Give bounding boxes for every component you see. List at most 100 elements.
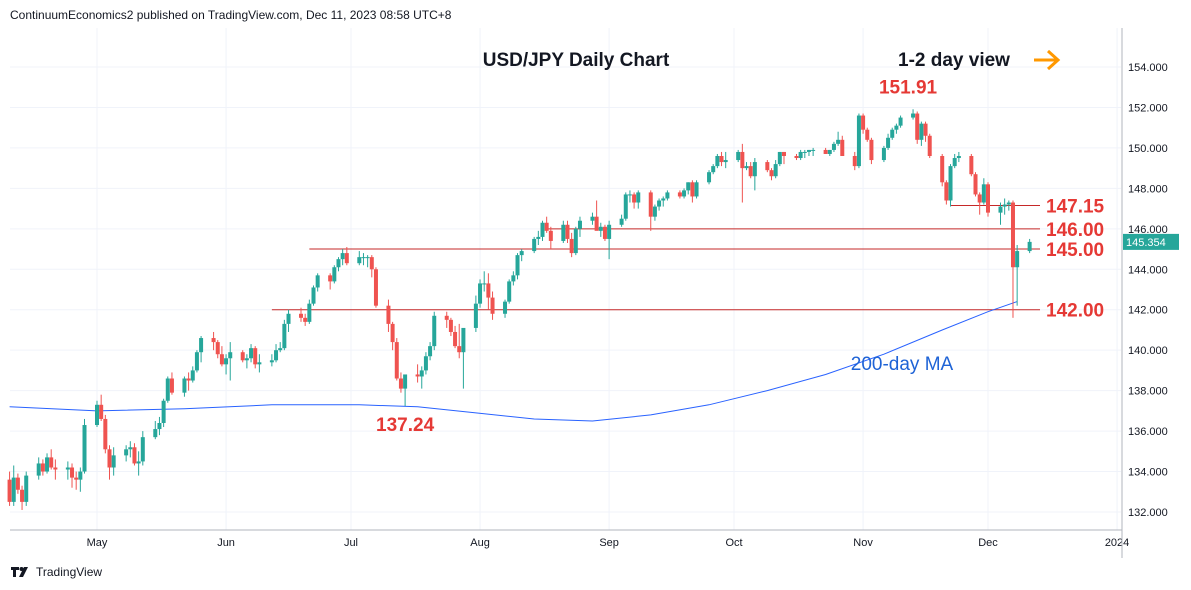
candle[interactable] [124, 445, 129, 462]
candle[interactable] [74, 471, 79, 490]
candle[interactable] [573, 226, 578, 256]
candle[interactable] [215, 340, 220, 359]
candle[interactable] [598, 222, 603, 237]
candle[interactable] [373, 267, 378, 308]
candle[interactable] [40, 459, 45, 476]
candle[interactable] [969, 153, 974, 177]
candle[interactable] [307, 299, 312, 324]
candle[interactable] [95, 400, 99, 428]
candle[interactable] [1002, 198, 1007, 215]
candle[interactable] [898, 115, 903, 128]
candle[interactable] [274, 344, 279, 363]
candle[interactable] [577, 216, 582, 237]
candle[interactable] [78, 467, 83, 492]
candle[interactable] [394, 338, 399, 381]
candle[interactable] [511, 271, 516, 286]
candle[interactable] [415, 364, 420, 383]
candle[interactable] [831, 141, 836, 152]
candle[interactable] [503, 299, 508, 318]
candle[interactable] [986, 182, 990, 217]
candle[interactable] [590, 212, 595, 225]
candle[interactable] [136, 451, 141, 476]
candle[interactable] [257, 354, 262, 373]
candle[interactable] [565, 220, 570, 243]
candle[interactable] [82, 418, 87, 474]
candle[interactable] [627, 190, 632, 203]
candle[interactable] [140, 431, 145, 466]
candle[interactable] [357, 251, 362, 266]
candle[interactable] [1006, 200, 1011, 211]
candle[interactable] [532, 236, 537, 254]
candle[interactable] [24, 471, 29, 506]
candle[interactable] [536, 230, 541, 245]
candle[interactable] [186, 372, 191, 391]
candle[interactable] [482, 271, 487, 292]
candle[interactable] [911, 109, 916, 120]
candle[interactable] [311, 285, 316, 306]
candle[interactable] [665, 190, 670, 201]
candle[interactable] [36, 457, 41, 480]
candle[interactable] [927, 133, 932, 159]
candle[interactable] [515, 253, 520, 280]
candle[interactable] [403, 374, 408, 407]
candle[interactable] [540, 220, 545, 241]
candle[interactable] [453, 325, 458, 349]
candle[interactable] [1015, 245, 1020, 306]
candle[interactable] [694, 180, 699, 199]
candle[interactable] [369, 255, 374, 278]
candle[interactable] [486, 273, 491, 310]
candle[interactable] [190, 366, 195, 383]
candle[interactable] [806, 149, 811, 156]
candle[interactable] [869, 137, 874, 165]
candle[interactable] [740, 143, 745, 203]
candle[interactable] [461, 327, 466, 389]
candle[interactable] [569, 232, 574, 258]
candle[interactable] [956, 151, 961, 163]
candle[interactable] [886, 133, 891, 150]
candle[interactable] [211, 331, 216, 351]
candle[interactable] [544, 216, 549, 233]
candle[interactable] [49, 449, 54, 470]
candle[interactable] [99, 394, 104, 421]
candle[interactable] [282, 319, 287, 351]
candle[interactable] [132, 443, 137, 466]
candle[interactable] [619, 214, 624, 227]
candle[interactable] [249, 344, 254, 363]
candle[interactable] [865, 127, 870, 142]
candle[interactable] [365, 255, 370, 268]
candle[interactable] [852, 151, 857, 171]
candle[interactable] [919, 121, 924, 146]
candle[interactable] [636, 190, 641, 209]
candle[interactable] [686, 182, 691, 195]
candle[interactable] [802, 149, 807, 159]
candle[interactable] [948, 164, 953, 207]
candle[interactable] [623, 192, 628, 221]
candle[interactable] [53, 459, 58, 480]
candle[interactable] [303, 313, 308, 326]
candle[interactable] [519, 249, 524, 262]
candle[interactable] [707, 170, 712, 185]
candle[interactable] [153, 420, 158, 440]
candle[interactable] [219, 346, 224, 367]
candle[interactable] [777, 151, 782, 167]
candle[interactable] [361, 253, 366, 266]
candle[interactable] [386, 299, 391, 332]
candle[interactable] [444, 311, 449, 328]
candle[interactable] [478, 279, 483, 308]
candle[interactable] [977, 192, 982, 215]
candle[interactable] [607, 220, 612, 260]
candle[interactable] [182, 376, 187, 397]
candle[interactable] [253, 346, 258, 369]
candle[interactable] [286, 309, 291, 332]
candle[interactable] [773, 160, 778, 179]
candle[interactable] [719, 151, 724, 167]
candle[interactable] [952, 153, 957, 169]
candle[interactable] [661, 196, 666, 207]
candle[interactable] [224, 354, 229, 375]
candle[interactable] [856, 113, 861, 169]
candle[interactable] [278, 342, 283, 353]
candle[interactable] [398, 372, 403, 393]
candle[interactable] [65, 461, 70, 480]
candle[interactable] [344, 247, 349, 266]
